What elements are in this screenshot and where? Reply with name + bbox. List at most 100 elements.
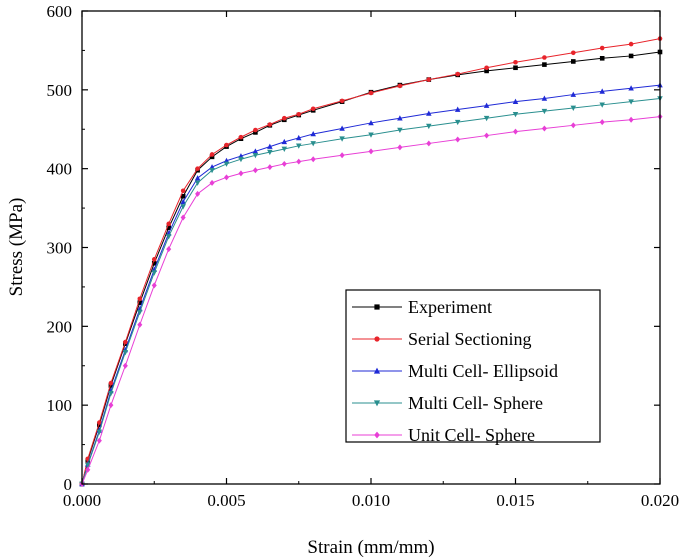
data-point bbox=[194, 180, 201, 186]
data-point bbox=[96, 429, 103, 435]
legend-item: Serial Sectioning bbox=[352, 329, 531, 349]
data-point bbox=[310, 106, 316, 112]
data-point bbox=[599, 88, 605, 94]
data-point bbox=[512, 128, 519, 135]
data-point bbox=[252, 148, 259, 154]
data-point bbox=[542, 62, 547, 67]
data-point bbox=[295, 143, 302, 149]
data-point bbox=[180, 188, 186, 194]
x-tick-label: 0.020 bbox=[641, 491, 679, 510]
data-point bbox=[628, 99, 634, 105]
data-point bbox=[151, 270, 158, 276]
data-point bbox=[252, 152, 259, 159]
data-point bbox=[310, 130, 316, 137]
legend-item: Unit Cell- Sphere bbox=[352, 425, 535, 445]
data-point bbox=[97, 420, 102, 425]
data-point bbox=[310, 156, 316, 163]
data-point bbox=[295, 134, 302, 141]
legend-label: Experiment bbox=[408, 297, 492, 317]
data-point bbox=[339, 98, 345, 104]
data-point bbox=[426, 110, 432, 116]
data-point bbox=[180, 204, 186, 210]
data-point bbox=[267, 149, 273, 156]
data-point bbox=[628, 85, 634, 91]
data-point bbox=[628, 116, 634, 123]
data-point bbox=[137, 296, 143, 302]
data-point bbox=[267, 143, 273, 149]
data-point bbox=[454, 119, 461, 126]
data-point bbox=[238, 134, 244, 140]
data-point bbox=[513, 65, 518, 71]
data-point bbox=[599, 56, 605, 61]
data-point bbox=[108, 380, 114, 386]
data-point bbox=[368, 148, 374, 155]
data-point bbox=[180, 214, 186, 221]
series-line bbox=[81, 38, 661, 485]
data-point bbox=[599, 119, 605, 126]
data-point bbox=[513, 59, 518, 65]
data-point bbox=[368, 90, 374, 96]
legend-marker bbox=[374, 304, 380, 310]
data-point bbox=[195, 166, 200, 171]
series-line bbox=[81, 84, 661, 485]
data-point bbox=[599, 45, 605, 51]
data-point bbox=[512, 98, 519, 104]
data-point bbox=[368, 119, 374, 126]
data-point bbox=[296, 111, 302, 117]
series-line bbox=[81, 116, 661, 485]
data-point bbox=[253, 127, 258, 133]
data-point bbox=[397, 115, 403, 121]
data-point bbox=[455, 136, 461, 143]
data-point bbox=[484, 68, 489, 74]
data-point bbox=[541, 95, 548, 101]
y-tick-label: 400 bbox=[47, 160, 73, 179]
data-point bbox=[223, 174, 230, 181]
x-tick-label: 0.015 bbox=[496, 491, 534, 510]
data-point bbox=[541, 108, 548, 115]
data-point bbox=[571, 50, 576, 56]
data-point bbox=[252, 167, 258, 174]
legend-box bbox=[345, 289, 601, 443]
data-point bbox=[628, 41, 634, 47]
y-tick-label: 600 bbox=[47, 2, 73, 21]
data-point bbox=[108, 383, 114, 388]
legend-label: Serial Sectioning bbox=[408, 329, 531, 349]
data-point bbox=[238, 156, 244, 163]
data-point bbox=[108, 402, 114, 409]
y-tick-label: 200 bbox=[47, 317, 73, 336]
data-point bbox=[426, 140, 432, 147]
data-point bbox=[628, 53, 634, 59]
data-point bbox=[397, 144, 403, 151]
data-point bbox=[454, 106, 461, 112]
x-axis-title: Strain (mm/mm) bbox=[307, 537, 434, 558]
data-point bbox=[209, 179, 215, 186]
series-line bbox=[81, 98, 661, 485]
data-point bbox=[166, 221, 171, 227]
data-point bbox=[123, 339, 128, 345]
data-point bbox=[296, 158, 302, 165]
legend-label: Multi Cell- Sphere bbox=[408, 393, 543, 413]
legend-item: Multi Cell- Sphere bbox=[352, 393, 543, 413]
data-point bbox=[151, 282, 157, 289]
series-line bbox=[81, 51, 661, 485]
x-tick-label: 0.005 bbox=[207, 491, 245, 510]
data-point bbox=[267, 122, 273, 127]
data-point bbox=[281, 138, 288, 145]
data-point bbox=[368, 132, 374, 138]
y-tick-label: 100 bbox=[47, 396, 73, 415]
data-point bbox=[180, 193, 186, 199]
data-point bbox=[166, 225, 171, 231]
y-tick-label: 300 bbox=[47, 239, 73, 258]
data-point bbox=[484, 65, 489, 71]
data-point bbox=[541, 125, 547, 132]
data-point bbox=[209, 154, 215, 160]
legend-marker bbox=[373, 400, 381, 407]
legend-marker bbox=[374, 336, 380, 342]
legend: Experiment Serial Sectioning Multi Cell- E… bbox=[345, 289, 601, 445]
data-point bbox=[512, 111, 519, 118]
data-point bbox=[282, 115, 287, 121]
data-point bbox=[570, 122, 576, 129]
series-unit-cell-sphere bbox=[79, 113, 663, 487]
data-point bbox=[542, 55, 547, 60]
data-point bbox=[397, 127, 403, 134]
